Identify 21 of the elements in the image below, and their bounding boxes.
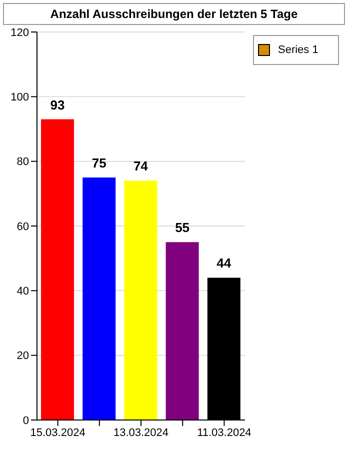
y-tick-label: 120 [10,26,29,39]
y-tick-label: 80 [16,156,29,168]
text: Series 1 [278,44,318,56]
data-label: 93 [50,97,65,112]
x-tick-label: 13.03.2024 [113,426,169,439]
bar [41,119,74,420]
y-tick-label: 0 [22,414,29,427]
x-tick-label: 15.03.2024 [30,426,86,439]
data-label: 55 [175,220,190,236]
y-tick-label: 100 [10,92,29,104]
chart-title: Anzahl Ausschreibungen der letzten 5 Tage [3,3,345,25]
data-label: 75 [92,156,106,170]
y-tick-label: 20 [16,350,29,362]
y-tick-label: 60 [16,220,29,233]
bar [166,242,199,420]
bar [82,178,116,420]
data-label: 44 [216,256,232,271]
x-tick-label: 11.03.2024 [197,426,252,439]
data-label: 74 [133,158,149,174]
bar [124,180,158,420]
y-tick-label: 40 [16,286,29,298]
